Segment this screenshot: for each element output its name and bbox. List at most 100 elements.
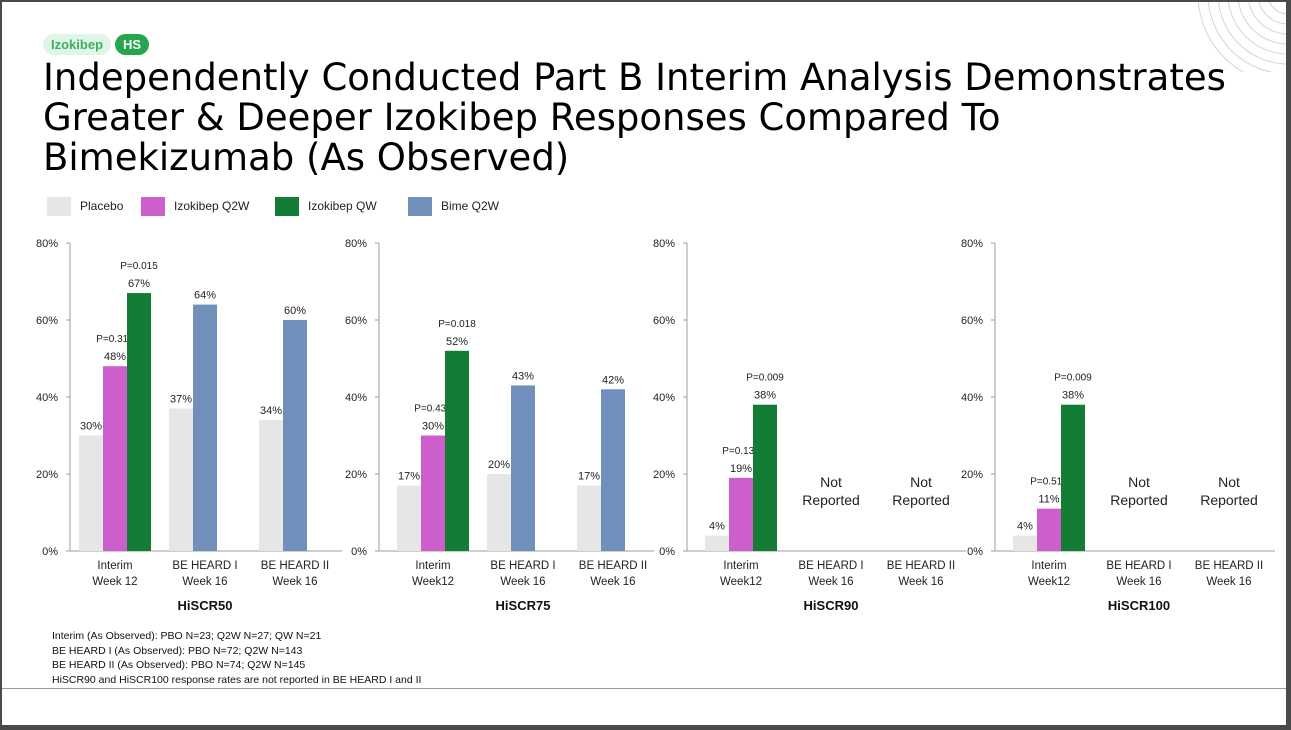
- data-label: 30%: [80, 421, 102, 433]
- not-reported-label: Reported: [1110, 492, 1168, 508]
- p-value-label: P=0.435: [414, 404, 452, 415]
- bar: [193, 304, 217, 551]
- bar: [1037, 508, 1061, 551]
- x-category-label: Week12: [412, 576, 454, 588]
- data-label: 17%: [398, 471, 420, 483]
- x-category-label: Week12: [720, 576, 762, 588]
- data-label: 42%: [602, 374, 624, 386]
- footer-divider: [2, 688, 1286, 689]
- y-tick-label: 60%: [961, 315, 983, 327]
- x-category-label: BE HEARD I: [798, 560, 863, 572]
- y-tick-label: 20%: [36, 469, 58, 481]
- y-tick-label: 0%: [351, 546, 367, 558]
- x-category-label: Week 16: [182, 576, 227, 588]
- legend-swatch: [408, 197, 432, 216]
- legend-label: Bime Q2W: [441, 199, 500, 213]
- data-label: 30%: [422, 421, 444, 433]
- data-label: 67%: [128, 278, 150, 290]
- footnotes: Interim (As Observed): PBO N=23; Q2W N=2…: [52, 629, 421, 687]
- legend-swatch: [275, 197, 299, 216]
- p-value-label: P=0.313: [96, 334, 134, 345]
- x-category-label: BE HEARD II: [1195, 560, 1263, 572]
- y-tick-label: 0%: [659, 546, 675, 558]
- y-tick-label: 40%: [345, 392, 367, 404]
- not-reported-label: Reported: [802, 492, 860, 508]
- bar: [397, 485, 421, 551]
- footnote: Interim (As Observed): PBO N=23; Q2W N=2…: [52, 630, 322, 642]
- chart-title: HiSCR100: [1108, 598, 1170, 613]
- x-category-label: BE HEARD II: [261, 560, 329, 572]
- x-category-label: Week12: [1028, 576, 1070, 588]
- legend-label: Izokibep Q2W: [174, 199, 250, 213]
- not-reported-label: Reported: [1200, 492, 1258, 508]
- footnote: BE HEARD II (As Observed): PBO N=74; Q2W…: [52, 659, 306, 671]
- y-tick-label: 80%: [653, 238, 675, 250]
- bar: [753, 404, 777, 551]
- data-label: 60%: [284, 305, 306, 317]
- bar: [1061, 404, 1085, 551]
- bar: [729, 477, 753, 551]
- y-tick-label: 40%: [961, 392, 983, 404]
- not-reported-label: Reported: [892, 492, 950, 508]
- x-category-label: Week 16: [272, 576, 317, 588]
- y-tick-label: 60%: [653, 315, 675, 327]
- bar: [421, 435, 445, 551]
- y-tick-label: 0%: [967, 546, 983, 558]
- y-tick-label: 40%: [653, 392, 675, 404]
- x-category-label: Week 12: [92, 576, 137, 588]
- not-reported-label: Not: [1128, 474, 1150, 490]
- bar: [601, 389, 625, 551]
- legend-label: Placebo: [80, 199, 124, 213]
- y-tick-label: 80%: [36, 238, 58, 250]
- bar: [511, 385, 535, 551]
- p-value-label: P=0.518: [1030, 477, 1068, 488]
- data-label: 64%: [194, 290, 216, 302]
- bar: [283, 320, 307, 551]
- x-category-label: Interim: [97, 560, 132, 572]
- bar: [487, 474, 511, 551]
- y-tick-label: 0%: [42, 546, 58, 558]
- p-value-label: P=0.009: [746, 373, 784, 384]
- x-category-label: Interim: [415, 560, 450, 572]
- bar: [445, 350, 469, 551]
- y-tick-label: 40%: [36, 392, 58, 404]
- x-category-label: Interim: [723, 560, 758, 572]
- drug-badge: Izokibep: [43, 34, 112, 55]
- x-category-label: BE HEARD I: [490, 560, 555, 572]
- bar: [169, 408, 193, 551]
- p-value-label: P=0.009: [1054, 373, 1092, 384]
- legend-swatch: [141, 197, 165, 216]
- data-label: 38%: [754, 390, 776, 402]
- footnote: BE HEARD I (As Observed): PBO N=72; Q2W …: [52, 644, 303, 657]
- y-tick-label: 20%: [345, 469, 367, 481]
- y-tick-label: 60%: [36, 315, 58, 327]
- data-label: 43%: [512, 370, 534, 382]
- x-category-label: Week 16: [590, 576, 635, 588]
- chart-title: HiSCR75: [496, 598, 551, 613]
- data-label: 11%: [1038, 494, 1059, 506]
- chart-title: HiSCR90: [804, 598, 859, 613]
- legend-swatch: [47, 197, 71, 216]
- data-label: 37%: [170, 394, 192, 406]
- y-tick-label: 20%: [961, 469, 983, 481]
- x-category-label: BE HEARD I: [172, 560, 237, 572]
- bar: [1013, 535, 1037, 551]
- data-label: 38%: [1062, 390, 1084, 402]
- data-label: 20%: [488, 459, 510, 471]
- bar: [79, 435, 103, 551]
- y-tick-label: 60%: [345, 315, 367, 327]
- p-value-label: P=0.015: [120, 261, 158, 272]
- not-reported-label: Not: [910, 474, 932, 490]
- x-category-label: BE HEARD I: [1106, 560, 1171, 572]
- x-category-label: BE HEARD II: [579, 560, 647, 572]
- bar: [705, 535, 729, 551]
- p-value-label: P=0.133: [722, 446, 760, 457]
- data-label: 4%: [709, 521, 725, 533]
- indication-badge: HS: [115, 34, 150, 55]
- x-category-label: BE HEARD II: [887, 560, 955, 572]
- y-tick-label: 20%: [653, 469, 675, 481]
- x-category-label: Interim: [1031, 560, 1066, 572]
- slide-title: Independently Conducted Part B Interim A…: [43, 56, 1226, 179]
- y-tick-label: 80%: [345, 238, 367, 250]
